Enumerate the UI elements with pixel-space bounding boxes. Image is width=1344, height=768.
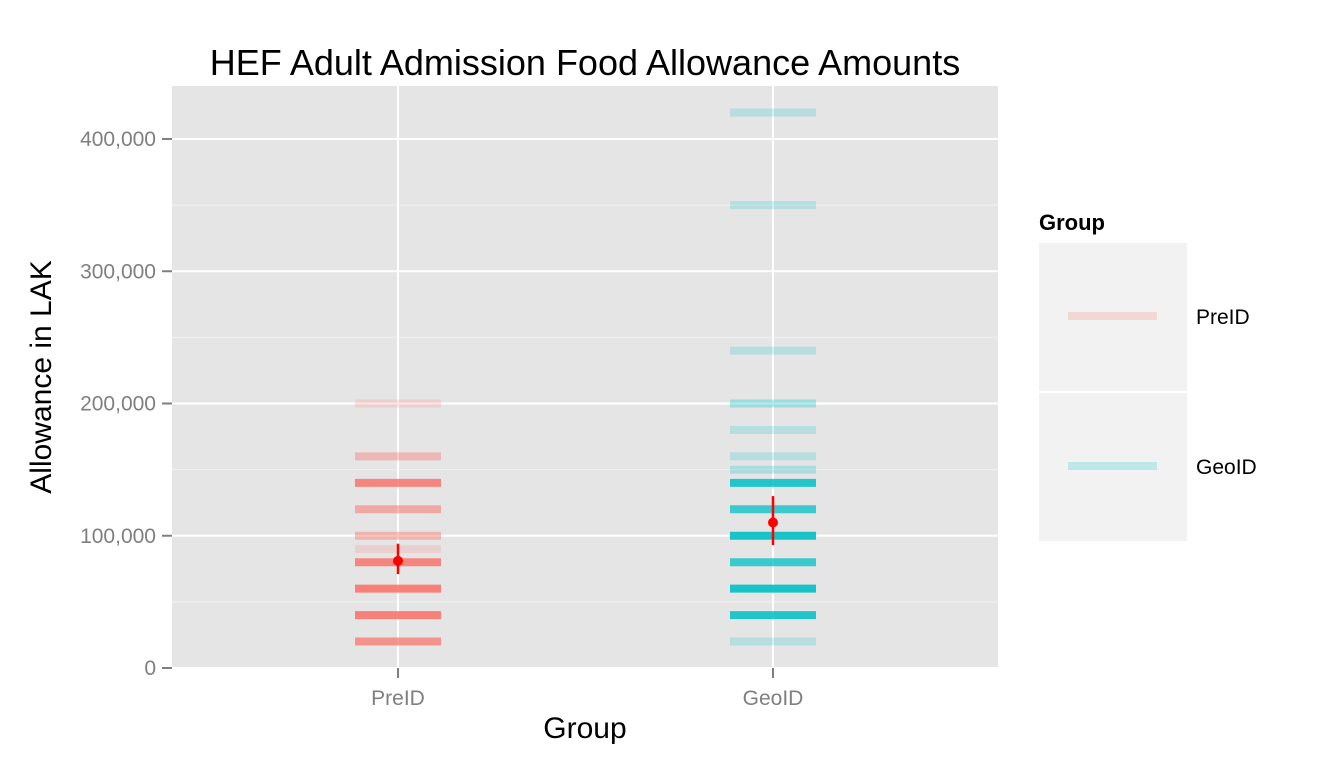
- legend-title: Group: [1039, 210, 1105, 235]
- data-marks: [355, 108, 816, 646]
- mean-point-preid: [393, 555, 403, 566]
- legend-key-background: [1039, 243, 1187, 391]
- x-tick-label: GeoID: [743, 687, 804, 710]
- x-tick-label: PreID: [371, 687, 425, 710]
- axes: 0 100,000 200,000 300,000 400,000 PreID GeoID: [80, 128, 803, 710]
- plot-panel: [172, 86, 998, 668]
- legend-key-background: [1039, 393, 1187, 541]
- y-axis-title: Allowance in LAK: [25, 260, 58, 493]
- x-axis-title: Group: [543, 712, 626, 745]
- mean-point-geoid: [768, 517, 778, 528]
- y-tick-label: 0: [144, 657, 156, 680]
- y-tick-label: 300,000: [80, 260, 156, 283]
- legend: Group PreID GeoID: [1039, 210, 1257, 541]
- legend-label-geoid: GeoID: [1196, 456, 1257, 479]
- y-tick-label: 100,000: [80, 525, 156, 548]
- chart-title: HEF Adult Admission Food Allowance Amoun…: [210, 42, 960, 83]
- y-tick-label: 200,000: [80, 393, 156, 416]
- legend-label-preid: PreID: [1196, 306, 1250, 329]
- y-tick-label: 400,000: [80, 128, 156, 151]
